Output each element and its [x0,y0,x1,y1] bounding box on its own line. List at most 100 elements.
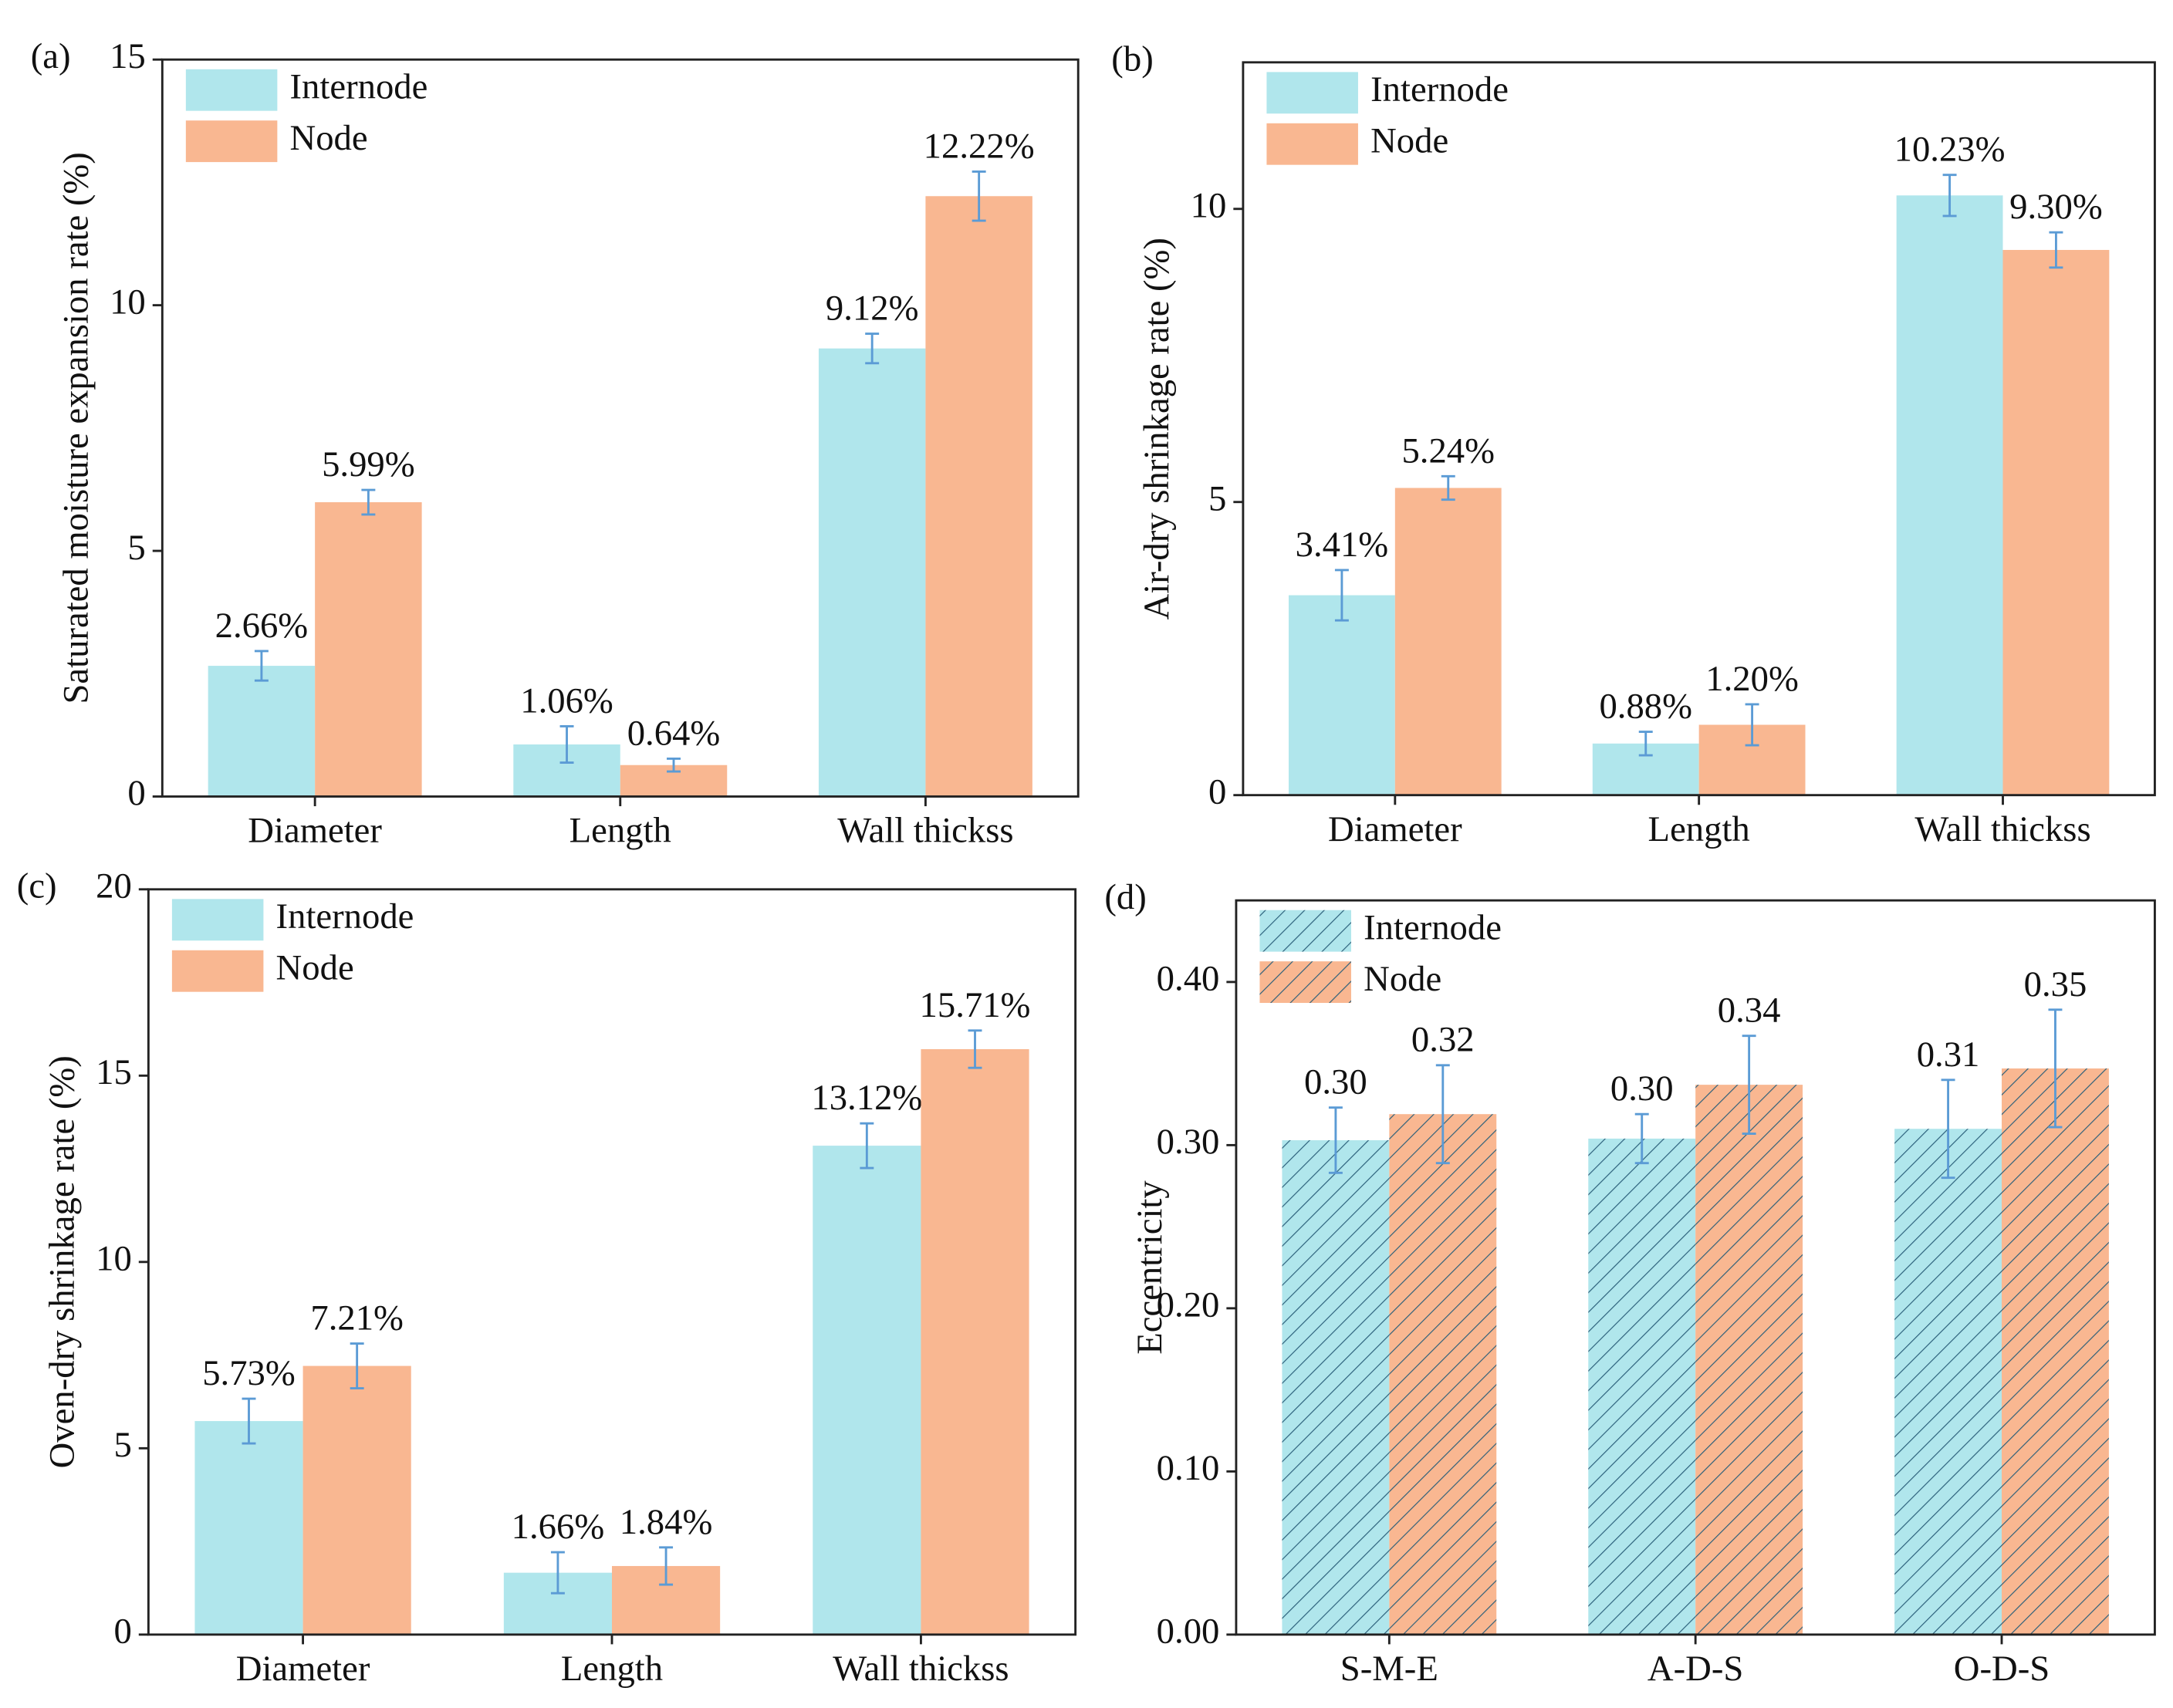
y-tick-label: 20 [96,866,132,906]
y-tick-label: 15 [96,1052,132,1092]
bar [1588,1138,1696,1635]
value-label: 0.30 [1610,1068,1674,1109]
value-label: 9.30% [2009,187,2103,227]
y-tick-label: 5 [127,528,145,568]
legend-swatch [1259,910,1351,952]
error-bar [1328,1106,1343,1174]
value-label: 15.71% [920,985,1031,1025]
bar [1288,595,1395,795]
y-tick-label: 5 [1208,478,1226,518]
value-label: 9.12% [826,289,919,329]
value-label: 0.35 [2024,964,2087,1004]
x-tick-label: Diameter [248,811,382,851]
legend-label: Internode [290,66,428,106]
legend-swatch [1266,123,1358,165]
y-tick-label: 0.30 [1157,1122,1220,1162]
legend-label: Internode [1370,69,1509,110]
bar [1695,1085,1803,1635]
y-tick-label: 10 [110,282,146,322]
x-tick-label: Length [561,1649,663,1689]
value-label: 5.99% [322,444,415,484]
value-label: 1.06% [520,680,613,721]
value-label: 5.73% [202,1353,296,1393]
value-label: 5.24% [1401,430,1495,471]
error-bar [254,650,269,682]
error-bar [350,1342,364,1389]
value-label: 12.22% [924,126,1035,166]
x-tick-label: Diameter [1328,809,1462,849]
legend-swatch [171,899,264,941]
panel-label: (a) [31,36,71,76]
y-tick-label: 0 [1208,771,1226,812]
y-tick-label: 5 [113,1425,131,1465]
value-label: 2.66% [215,606,309,646]
x-tick-label: Wall thickss [837,811,1013,851]
value-label: 0.30 [1304,1062,1367,1102]
value-label: 3.41% [1296,525,1389,565]
y-tick-label: 0.20 [1157,1285,1220,1325]
error-bar [242,1397,256,1445]
y-axis-label: Air-dry shrinkage rate (%) [1137,238,1177,619]
error-bar [1941,1078,1955,1180]
legend-label: Node [290,118,368,158]
value-label: 0.32 [1411,1020,1475,1060]
value-label: 1.84% [620,1502,713,1542]
error-bar [361,488,376,516]
error-bar [1441,474,1455,501]
y-tick-label: 0 [127,773,145,813]
error-bar [865,332,880,365]
error-bar [1638,731,1653,757]
error-bar [1435,1064,1450,1165]
value-label: 1.20% [1705,659,1799,699]
y-tick-label: 0.10 [1157,1448,1220,1488]
bar [2002,1068,2109,1635]
x-tick-label: A-D-S [1647,1649,1743,1689]
value-label: 7.21% [310,1298,404,1338]
bar [1389,1114,1497,1635]
value-label: 0.88% [1599,687,1692,727]
value-label: 10.23% [1894,130,2006,170]
error-bar [1334,569,1349,622]
legend-swatch [171,950,264,992]
bar [818,348,926,797]
error-bar [1742,1035,1756,1136]
x-tick-label: Wall thickss [1914,809,2090,849]
y-tick-label: 0.40 [1157,959,1220,999]
error-bar [550,1551,565,1595]
y-axis-label: Eccentricity [1130,1180,1170,1355]
error-bar [667,758,681,773]
error-bar [659,1546,674,1586]
error-bar [1745,703,1759,747]
error-bar [968,1029,982,1069]
bar [921,1049,1029,1635]
y-tick-label: 0.00 [1157,1612,1220,1652]
panel-label: (c) [17,866,57,906]
bar [208,666,316,797]
legend-label: Internode [276,896,414,937]
y-tick-label: 10 [96,1239,132,1279]
error-bar [559,724,574,764]
legend-label: Node [1364,959,1441,999]
y-axis-label: Oven-dry shrinkage rate (%) [42,1055,82,1468]
y-axis-label: Saturated moisture expansion rate (%) [56,152,96,704]
x-tick-label: Length [1648,809,1750,849]
bar [2002,249,2110,795]
x-tick-label: Wall thickss [833,1649,1009,1689]
legend-swatch [1259,961,1351,1004]
x-tick-label: Length [569,811,671,851]
y-tick-label: 15 [110,36,146,76]
y-tick-label: 10 [1191,185,1227,225]
error-bar [2049,231,2063,269]
legend-swatch [1266,72,1358,114]
legend-label: Node [1370,120,1448,160]
legend-label: Internode [1364,907,1502,947]
legend-swatch [185,120,278,163]
bar [194,1421,303,1635]
bar [1282,1140,1390,1635]
legend-swatch [185,69,278,111]
panel-label: (d) [1104,877,1146,917]
bar [1894,1129,2002,1635]
x-tick-label: S-M-E [1340,1649,1438,1689]
bar [1394,488,1502,795]
